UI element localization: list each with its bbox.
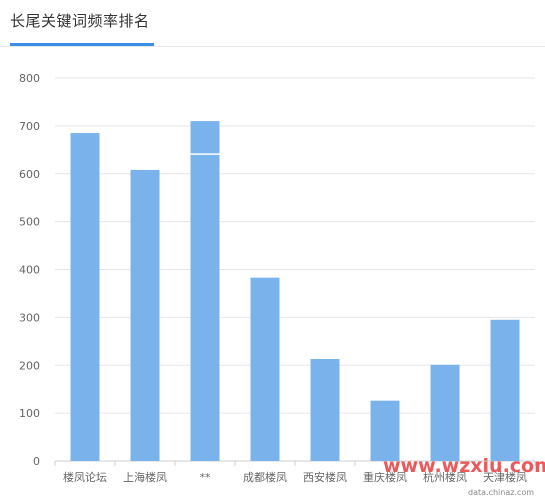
bar — [70, 133, 100, 461]
bar — [190, 121, 220, 462]
y-tick-label: 200 — [19, 359, 40, 372]
x-category-label: 成都楼凤 — [243, 470, 287, 484]
x-category-label: 西安楼凤 — [303, 470, 347, 484]
bar — [430, 364, 460, 461]
y-tick-label: 500 — [19, 216, 40, 229]
x-category-label: 上海楼凤 — [123, 470, 167, 484]
bar — [490, 319, 520, 461]
bar — [310, 359, 340, 461]
y-tick-label: 0 — [33, 455, 40, 468]
title-underline — [10, 43, 154, 46]
bar — [250, 277, 280, 461]
chart-title: 长尾关键词频率排名 — [10, 12, 150, 30]
watermark-source: data.chinaz.com — [468, 488, 535, 497]
bar — [370, 400, 400, 461]
bar — [130, 169, 160, 462]
watermark-text: www.wzxiu.com — [383, 455, 545, 477]
x-category-label: 杭州楼凤 — [423, 470, 467, 484]
y-tick-label: 800 — [19, 72, 40, 85]
x-category-label: ** — [200, 471, 212, 484]
x-category-label: 天津楼凤 — [483, 470, 527, 484]
y-tick-label: 300 — [19, 311, 40, 324]
chart-header: 长尾关键词频率排名 — [0, 0, 545, 47]
x-category-label: 重庆楼凤 — [363, 470, 407, 484]
y-tick-label: 600 — [19, 168, 40, 181]
x-category-label: 楼凤论坛 — [63, 470, 107, 484]
y-tick-label: 100 — [19, 407, 40, 420]
y-tick-label: 400 — [19, 264, 40, 277]
y-tick-label: 700 — [19, 120, 40, 133]
bar-chart: 0 100 200 300 400 500 600 700 800 楼凤论坛 上海楼凤 ** 成都楼凤 西… — [19, 72, 536, 484]
